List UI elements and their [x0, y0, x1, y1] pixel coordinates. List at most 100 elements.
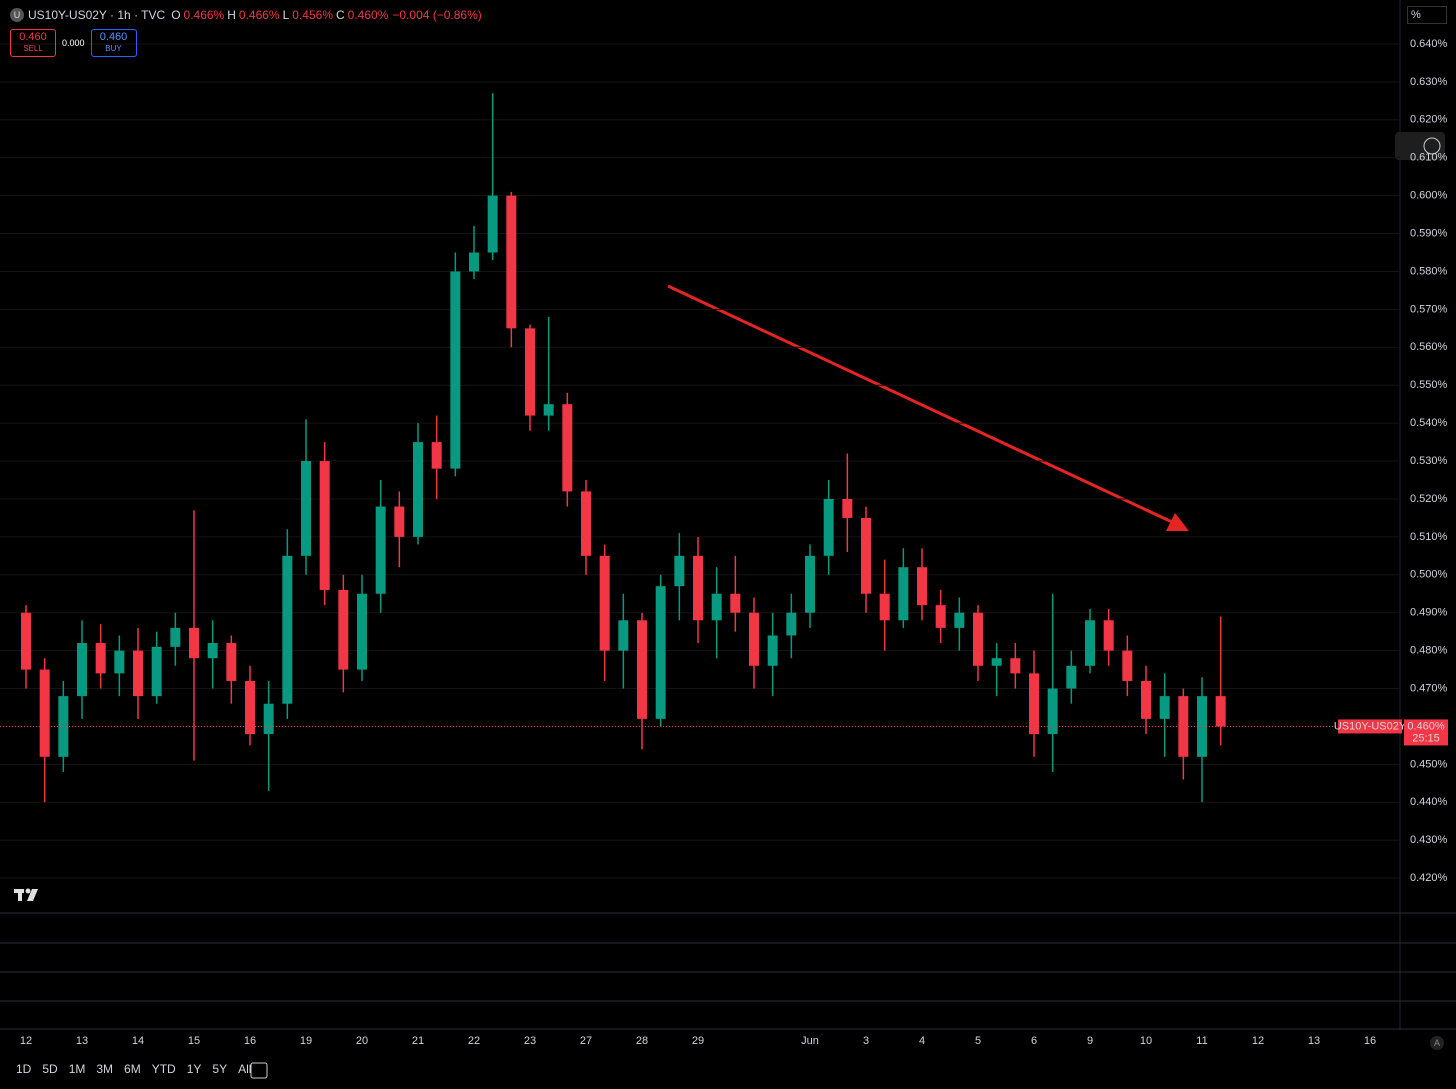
- candle-body: [842, 498, 853, 518]
- y-tick-label: 0.450%: [1410, 758, 1448, 770]
- x-tick-label: 3: [863, 1035, 869, 1047]
- candle-body: [1103, 620, 1114, 651]
- candle-body: [693, 555, 703, 621]
- x-tick-label: 16: [244, 1035, 256, 1047]
- candle-body: [749, 612, 759, 666]
- buy-price: 0.460: [99, 31, 128, 43]
- candle-body: [991, 658, 1002, 666]
- x-tick-label: 12: [1252, 1035, 1264, 1047]
- candle-body: [245, 680, 255, 735]
- header: U US10Y-US02Y · 1h · TVC O 0.466% H 0.466% L…: [10, 8, 482, 22]
- tv-logo: [14, 888, 38, 901]
- x-tick-label: 29: [692, 1035, 704, 1047]
- candle-body: [189, 627, 199, 659]
- candle-body: [170, 627, 181, 647]
- x-tick-label: 13: [1308, 1035, 1320, 1047]
- candle-body: [226, 643, 237, 681]
- candles: [21, 93, 1226, 803]
- x-tick-label: 15: [188, 1035, 200, 1047]
- range-button[interactable]: YTD: [151, 1062, 176, 1076]
- range-button[interactable]: 1D: [16, 1062, 32, 1076]
- ohlc-value: 0.460%: [347, 8, 389, 22]
- candle-body: [655, 586, 666, 719]
- y-tick-label: 0.560%: [1410, 341, 1448, 353]
- candle-body: [1066, 665, 1077, 689]
- candle-body: [599, 555, 610, 651]
- x-tick-label: 19: [300, 1035, 312, 1047]
- sell-button[interactable]: 0.460 SELL: [10, 29, 56, 57]
- calendar-icon[interactable]: [250, 1062, 268, 1079]
- auto-scale-button[interactable]: A: [1430, 1036, 1444, 1050]
- price-tag-bg: [1404, 719, 1448, 746]
- x-tick-label: 27: [580, 1035, 592, 1047]
- symbol-tag: US10Y-US02Y: [1334, 720, 1407, 732]
- candle-body: [1197, 696, 1207, 757]
- candle-body: [525, 328, 535, 416]
- ohlc-key: C: [336, 8, 345, 22]
- y-tick-label: 0.500%: [1410, 569, 1448, 581]
- y-tick-label: 0.430%: [1410, 834, 1448, 846]
- candle-body: [1010, 658, 1021, 674]
- ohlc-value: 0.456%: [292, 8, 333, 22]
- x-tick-label: 12: [20, 1035, 32, 1047]
- y-tick-label: 0.530%: [1410, 455, 1448, 467]
- y-tick-label: 0.470%: [1410, 682, 1448, 694]
- candle-body: [730, 593, 741, 613]
- candle-body: [114, 650, 125, 674]
- candle-body: [935, 605, 946, 628]
- x-tick-label: 10: [1140, 1035, 1152, 1047]
- candle-body: [77, 643, 87, 697]
- candle-body: [450, 271, 461, 469]
- range-button[interactable]: 5Y: [212, 1062, 228, 1076]
- x-tick-label: 16: [1364, 1035, 1376, 1047]
- trade-panel: 0.460 SELL 0.000 0.460 BUY: [10, 29, 137, 57]
- range-button[interactable]: 1M: [68, 1062, 86, 1076]
- candle-body: [1085, 620, 1095, 666]
- candle-body: [954, 612, 965, 628]
- candle-body: [39, 669, 50, 757]
- range-button[interactable]: 1Y: [186, 1062, 202, 1076]
- y-tick-label: 0.420%: [1410, 872, 1448, 884]
- range-button[interactable]: 3M: [96, 1062, 114, 1076]
- candle-body: [1029, 673, 1039, 735]
- drawing-tools[interactable]: [1395, 132, 1445, 160]
- ohlc-key: O: [171, 8, 181, 22]
- candle-body: [1047, 688, 1058, 735]
- x-tick-label: 28: [636, 1035, 648, 1047]
- candle-body: [338, 589, 349, 670]
- candle-body: [674, 555, 685, 587]
- candle-body: [805, 555, 815, 613]
- candle-body: [151, 646, 162, 697]
- trend-arrow: [667, 284, 1189, 531]
- candle-body: [375, 506, 386, 594]
- candle-body: [1122, 650, 1133, 681]
- y-tick-label: 0.520%: [1410, 493, 1448, 505]
- x-tick-label: 14: [132, 1035, 144, 1047]
- x-tick-label: 23: [524, 1035, 536, 1047]
- candle-body: [879, 593, 890, 621]
- range-toolbar: 1D 5D 1M 3M 6M YTD 1Y 5Y All: [16, 1062, 251, 1076]
- range-button[interactable]: All: [238, 1062, 252, 1076]
- y-tick-label: 0.570%: [1410, 303, 1448, 315]
- change: −0.004 (−0.86%): [392, 8, 482, 22]
- y-tick-label: 0.600%: [1410, 190, 1448, 202]
- sell-label: SELL: [23, 44, 43, 53]
- candle-body: [823, 498, 834, 556]
- unit-button[interactable]: %: [1407, 6, 1447, 24]
- range-button[interactable]: 6M: [124, 1062, 141, 1076]
- x-tick-label: 13: [76, 1035, 88, 1047]
- y-tick-label: 0.630%: [1410, 76, 1448, 88]
- candle-body: [861, 517, 871, 594]
- candle-body: [1141, 680, 1151, 719]
- candle-body: [786, 612, 797, 636]
- x-tick-label: 6: [1031, 1035, 1037, 1047]
- ohlc-value: 0.466%: [183, 8, 225, 22]
- range-button[interactable]: 5D: [42, 1062, 58, 1076]
- ohlc-key: L: [282, 8, 290, 22]
- buy-button[interactable]: 0.460 BUY: [90, 29, 137, 57]
- candle-body: [469, 252, 479, 272]
- candle-body: [898, 567, 909, 621]
- ohlc: O 0.466% H 0.466% L 0.456% C 0.460%: [171, 8, 388, 22]
- candle-body: [506, 195, 517, 329]
